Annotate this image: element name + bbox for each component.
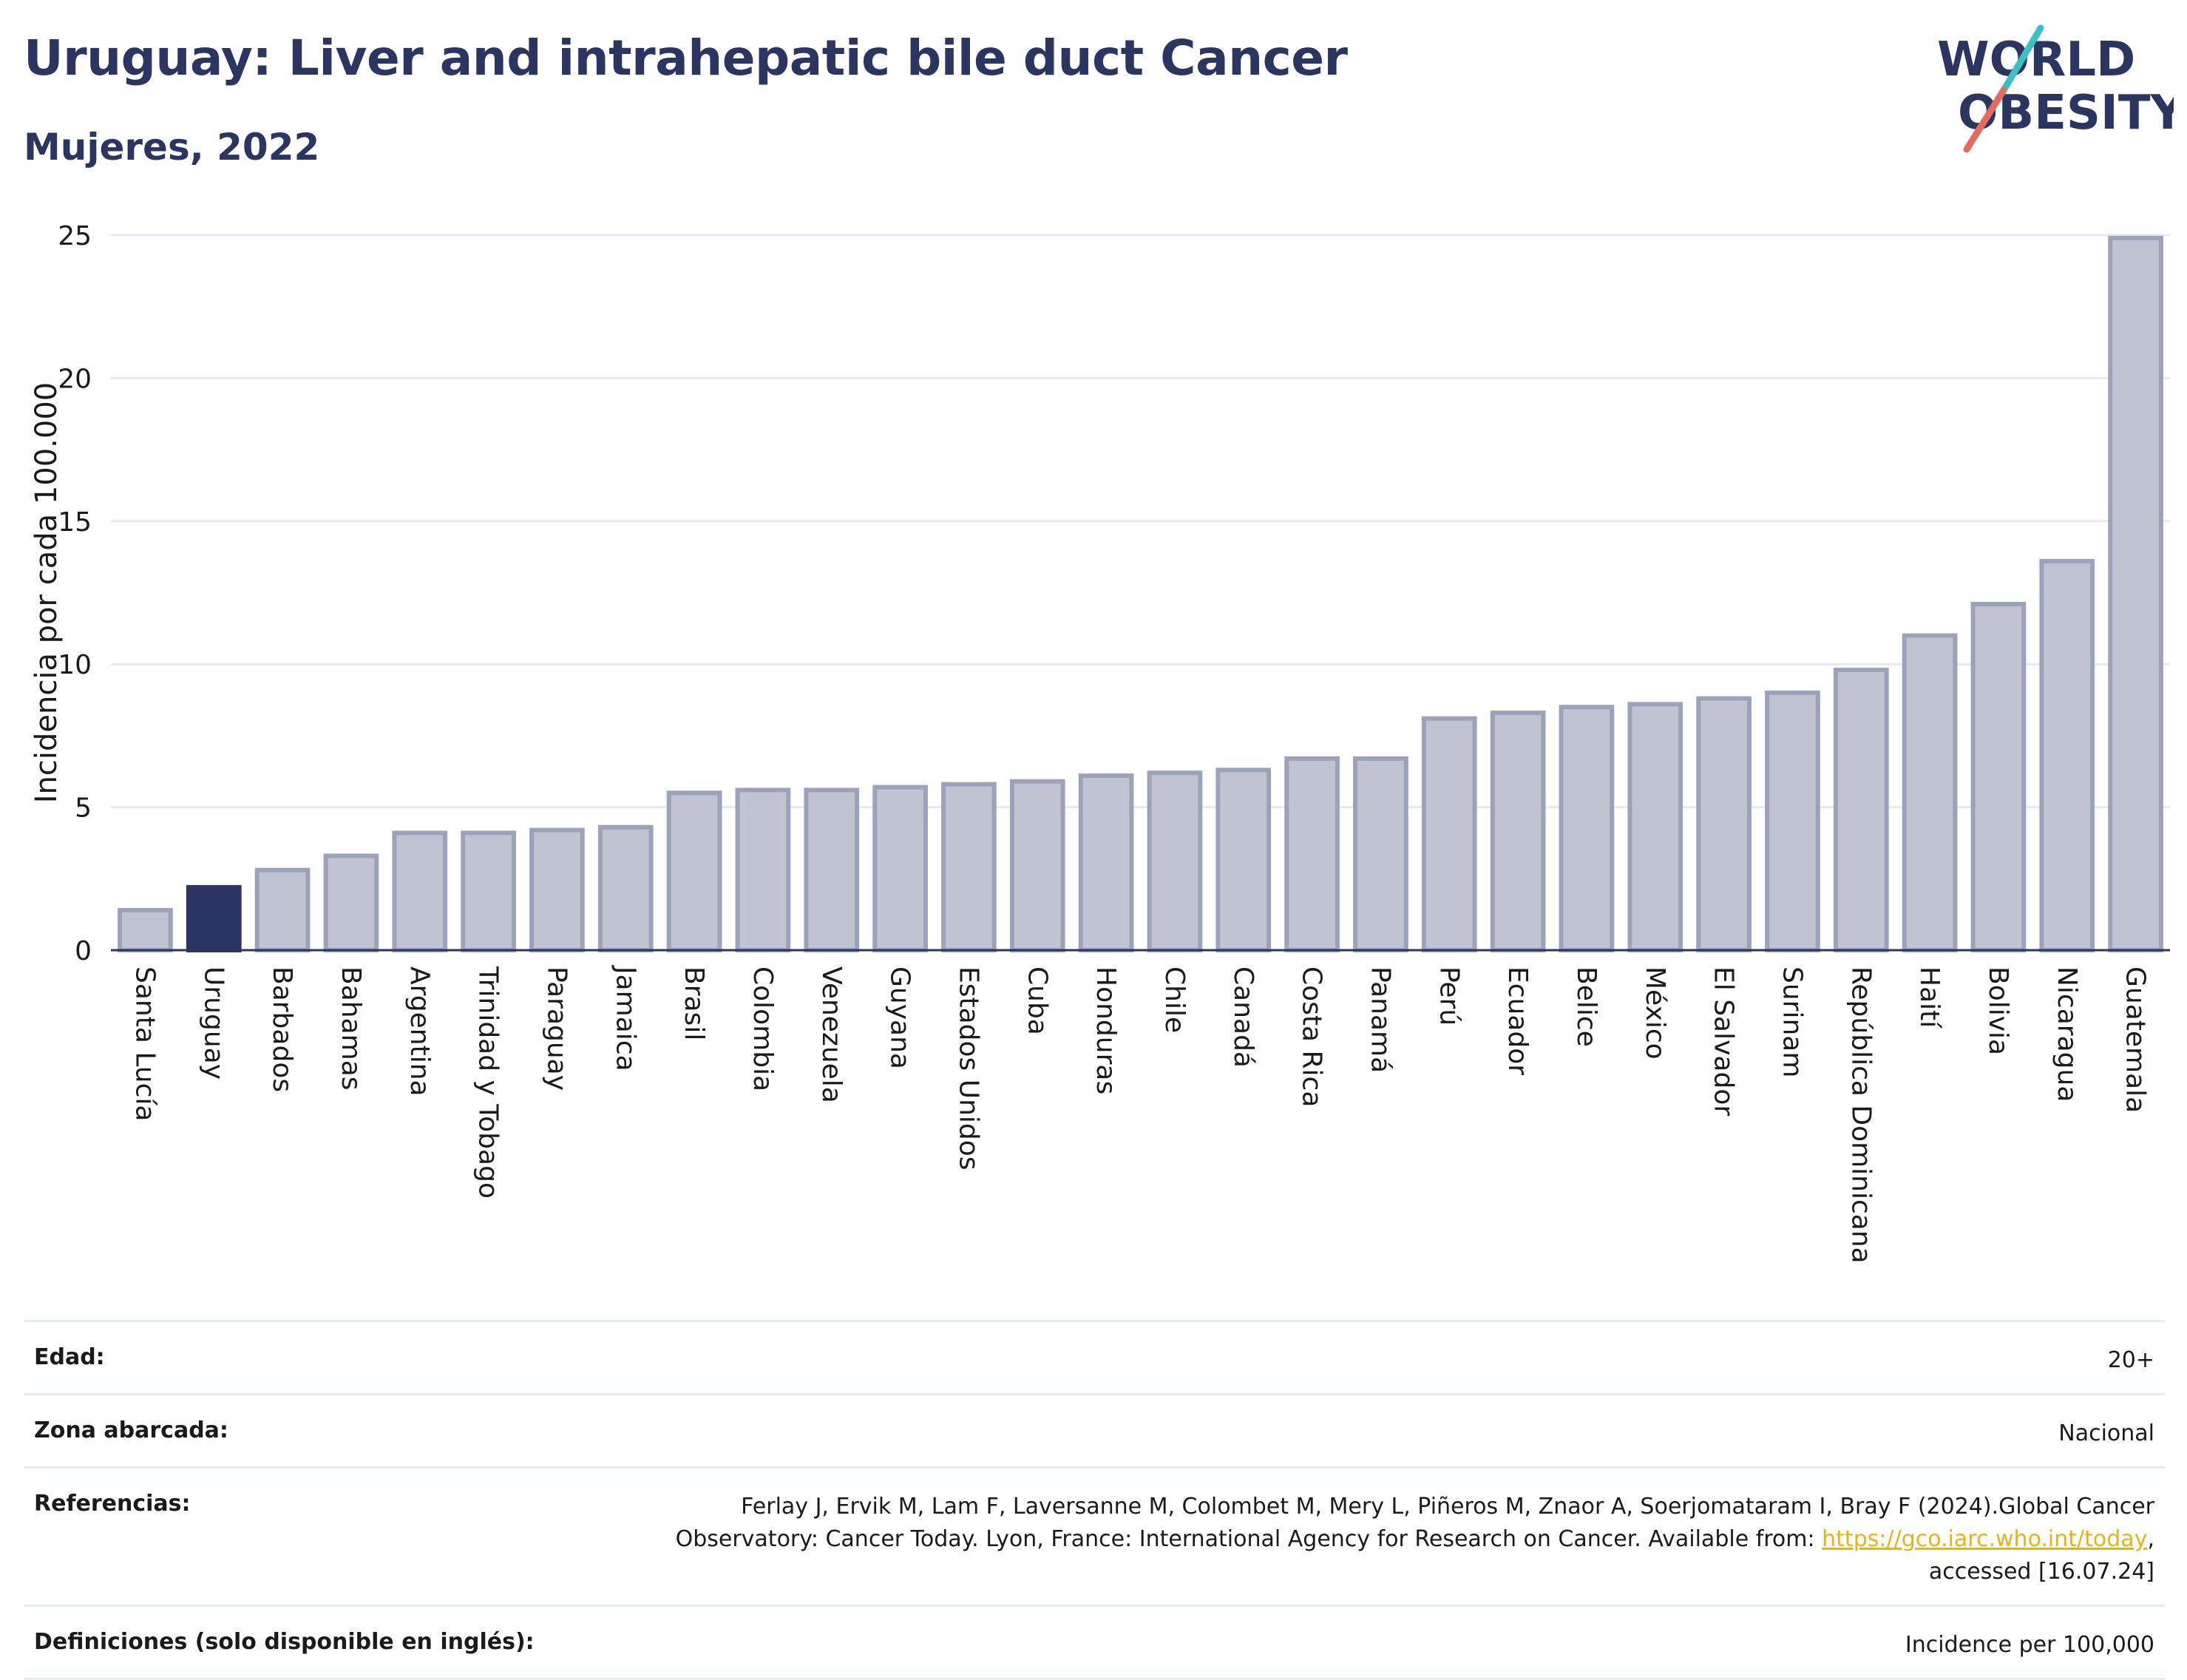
bar [1284, 756, 1340, 952]
x-tick-label: Guatemala [2120, 966, 2151, 1113]
x-tick-label: Colombia [747, 966, 778, 1091]
y-tick-label: 0 [75, 936, 92, 966]
world-obesity-logo: WORLD OBESITY [1937, 24, 2174, 153]
x-tick-label: Perú [1434, 966, 1464, 1026]
bar [254, 867, 311, 953]
meta-row-zone: Zona abarcada: Nacional [24, 1393, 2165, 1466]
x-tick-label: Ecuador [1502, 966, 1533, 1075]
x-tick-label: Bahamas [336, 966, 366, 1091]
metadata-table: Edad: 20+ Zona abarcada: Nacional Refere… [24, 1320, 2165, 1680]
chart-title: Uruguay: Liver and intrahepatic bile duc… [24, 30, 1348, 87]
x-tick-label: Barbados [267, 966, 297, 1092]
bar [2039, 558, 2095, 952]
bar [735, 788, 791, 952]
x-tick-label: Belice [1571, 966, 1601, 1047]
bar [1490, 710, 1546, 952]
y-tick-label: 20 [58, 364, 92, 394]
bar [186, 884, 242, 953]
bar [461, 830, 516, 952]
references-text-4: accessed [16.07.24] [1928, 1559, 2154, 1585]
bar [1627, 702, 1684, 952]
x-tick-label: Estados Unidos [953, 966, 983, 1171]
bar [804, 788, 860, 952]
x-tick-label: Paraguay [541, 966, 572, 1091]
bar [597, 824, 654, 953]
x-tick-label: El Salvador [1709, 966, 1739, 1116]
bar [1009, 779, 1065, 952]
bar [392, 830, 448, 952]
meta-row-age: Edad: 20+ [24, 1320, 2165, 1393]
x-tick-label: Canadá [1228, 966, 1258, 1068]
bar [1421, 716, 1477, 953]
bar [2108, 235, 2163, 953]
x-tick-label: Argentina [404, 966, 435, 1097]
y-axis-label: Incidencia por cada 100.000 [30, 382, 64, 804]
bar [1353, 756, 1408, 952]
references-value: Ferlay J, Ervik M, Lam F, Laversanne M, … [676, 1491, 2154, 1588]
definitions-label: Definiciones (solo disponible en inglés)… [34, 1629, 535, 1655]
bar [323, 853, 379, 952]
bar-chart: 0 5 10 15 20 25 Incidencia por cada 100.000 San… [30, 221, 2170, 1264]
zone-label: Zona abarcada: [34, 1418, 228, 1443]
x-tick-label: Bolivia [1983, 966, 2013, 1055]
bar [1902, 633, 1958, 953]
x-tick-label: Nicaragua [2052, 966, 2082, 1102]
x-tick-label: Brasil [679, 966, 709, 1040]
meta-row-definitions: Definiciones (solo disponible en inglés)… [24, 1605, 2165, 1680]
bar [1833, 667, 1889, 952]
bar [1147, 770, 1203, 952]
bar [1215, 768, 1272, 953]
y-tick-label: 15 [58, 507, 92, 538]
bar [118, 907, 173, 953]
x-tick-label: Costa Rica [1297, 966, 1327, 1107]
references-text-2: Observatory: Cancer Today. Lyon, France:… [675, 1526, 1822, 1552]
references-label: Referencias: [34, 1491, 191, 1517]
x-tick-label: Venezuela [816, 966, 847, 1103]
logo-line-obesity: OBESITY [1958, 86, 2174, 140]
bar [941, 782, 997, 952]
references-link[interactable]: https://gco.iarc.who.int/today [1822, 1526, 2148, 1552]
logo-slash-teal [2000, 24, 2044, 94]
x-tick-label: República Dominicana [1845, 966, 1876, 1264]
definitions-value: Incidence per 100,000 [1905, 1632, 2154, 1658]
bar [872, 785, 928, 953]
y-tick-label: 5 [75, 793, 92, 824]
x-tick-label: Jamaica [610, 965, 640, 1071]
x-tick-label: Santa Lucía [129, 966, 160, 1121]
meta-row-references: Referencias: Ferlay J, Ervik M, Lam F, L… [24, 1466, 2165, 1605]
bar [1696, 696, 1752, 953]
x-tick-label: Cuba [1022, 966, 1052, 1035]
y-tick-label: 25 [58, 221, 92, 251]
x-tick-label: Guyana [885, 966, 915, 1069]
chart-subtitle: Mujeres, 2022 [24, 126, 320, 169]
references-text-3: , [2147, 1526, 2154, 1552]
bar [1970, 601, 2027, 952]
x-tick-label: Panamá [1365, 966, 1395, 1073]
x-tick-label: Chile [1159, 966, 1190, 1033]
x-tick-label: Surinam [1777, 966, 1807, 1077]
bar [1765, 690, 1820, 952]
logo-slash-coral [1963, 87, 2007, 153]
age-label: Edad: [34, 1344, 105, 1370]
x-tick-label: Trinidad y Tobago [473, 966, 503, 1199]
bar [1559, 705, 1615, 952]
y-tick-label: 10 [58, 650, 92, 680]
references-text-1: Ferlay J, Ervik M, Lam F, Laversanne M, … [741, 1494, 2154, 1520]
bar [529, 827, 585, 952]
x-tick-label: México [1640, 966, 1670, 1060]
age-value: 20+ [2107, 1347, 2154, 1373]
bar [666, 790, 722, 953]
zone-value: Nacional [2058, 1420, 2154, 1446]
x-tick-label: Uruguay [198, 966, 228, 1080]
x-tick-label: Honduras [1091, 966, 1121, 1094]
x-tick-label: Haití [1914, 966, 1944, 1029]
bar [1078, 773, 1134, 952]
